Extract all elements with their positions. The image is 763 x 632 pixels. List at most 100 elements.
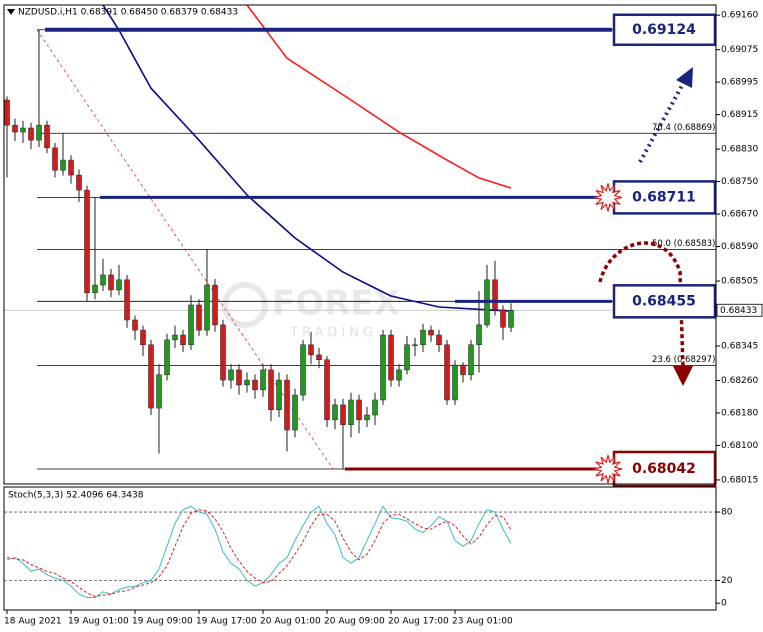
candle-body: [492, 279, 498, 311]
candle-body: [444, 344, 450, 401]
candle-body: [284, 379, 290, 431]
candle-body: [508, 310, 514, 328]
candle-body: [164, 339, 170, 376]
candle-body: [172, 334, 178, 341]
x-tick-label: 20 Aug 01:00: [260, 617, 321, 627]
y-tick-label: 0.68590: [721, 242, 758, 252]
candle-body: [84, 189, 90, 294]
candle-body: [412, 344, 418, 347]
x-tick-label: 19 Aug 01:00: [68, 617, 129, 627]
fib-label: 76.4 (0.68869): [652, 123, 715, 133]
candle-body: [316, 354, 322, 361]
candle-body: [268, 369, 274, 410]
candle-body: [244, 379, 250, 386]
y-tick-label: 0.68100: [721, 441, 758, 451]
candle-body: [180, 334, 186, 346]
candle-body: [460, 364, 466, 376]
stoch-title: Stoch(5,3,3) 52.4096 64.3438: [8, 491, 144, 501]
candle-body: [132, 319, 138, 331]
candle-body: [308, 344, 314, 356]
level-box: [612, 13, 717, 47]
stoch-line: [6, 509, 512, 597]
candle-body: [100, 274, 106, 286]
level-label: 0.68711: [632, 189, 696, 205]
front-layer: 0.69160 0.69075 0.68995 0.68915 0.68830 0.687…: [4, 11, 763, 627]
watermark: FOREX: [272, 284, 400, 324]
y-tick-label: 80: [721, 508, 733, 518]
candle-body: [4, 99, 10, 126]
candle-body: [276, 379, 282, 410]
fib-label: 50.0 (0.68583): [652, 239, 715, 249]
stoch-line: [6, 505, 512, 598]
candle-body: [92, 284, 98, 294]
arrow-head: [673, 366, 693, 386]
x-tick-label: 20 Aug 17:00: [388, 617, 449, 627]
candle-body: [396, 369, 402, 381]
candle-body: [12, 124, 18, 133]
level-box: [612, 284, 717, 319]
candle-body: [124, 279, 130, 321]
y-tick-label: 0.68915: [721, 110, 758, 120]
y-tick-label: 0.68505: [721, 277, 758, 287]
fib-label: 23.6 (0.68297): [652, 355, 715, 365]
candle-body: [372, 399, 378, 416]
back-layer: FOREX TRADING 76.4 (0.68869) 50.0 (0.68583)…: [4, 29, 716, 470]
candle-body: [28, 127, 34, 141]
x-tick-label: 19 Aug 17:00: [196, 617, 257, 627]
y-tick-label: 0.68345: [721, 341, 758, 351]
candle-body: [348, 399, 354, 425]
y-tick-label: 0.68670: [721, 210, 758, 220]
fib-trend: [36, 29, 334, 470]
y-tick-label: 0.68015: [721, 475, 758, 485]
starburst: [593, 183, 623, 212]
stoch-pane-border: [3, 486, 717, 611]
candle-body: [68, 159, 74, 176]
arrow-down: [598, 241, 685, 369]
level-label: 0.68042: [632, 461, 696, 477]
candle-body: [140, 329, 146, 346]
candle-body: [380, 334, 386, 401]
candle-body: [388, 334, 394, 381]
y-tick-label: 0.68260: [721, 376, 758, 386]
x-tick-label: 23 Aug 01:00: [452, 617, 513, 627]
candle-body: [60, 159, 66, 171]
main-pane-border: [3, 4, 717, 485]
candle-body: [52, 147, 58, 171]
candle-body: [364, 414, 370, 421]
candle-body: [332, 404, 338, 421]
candle-body: [420, 329, 426, 346]
watermark: TRADING: [289, 326, 377, 341]
current-price-label: 0.68433: [720, 306, 757, 316]
candle-body: [324, 359, 330, 421]
main-layer: [4, 4, 716, 598]
candle-body: [204, 284, 210, 331]
candle-body: [212, 284, 218, 326]
y-tick-label: 20: [721, 576, 733, 586]
watermark-logo: [222, 282, 268, 328]
level-box: [612, 180, 717, 215]
candle-body: [236, 369, 242, 386]
candle-body: [196, 304, 202, 331]
candle-body: [436, 334, 442, 346]
candle-body: [468, 344, 474, 376]
candle-body: [428, 329, 434, 336]
candle-body: [292, 394, 298, 431]
candle-body: [36, 124, 42, 141]
y-tick-label: 0.68750: [721, 177, 758, 187]
candle-body: [404, 344, 410, 371]
x-tick-label: 18 Aug 2021: [4, 617, 62, 627]
y-tick-label: 0.69160: [721, 11, 758, 21]
y-tick-label: 0.68995: [721, 78, 758, 88]
candle-body: [156, 374, 162, 409]
candle-body: [476, 324, 482, 346]
candle-body: [116, 279, 122, 291]
candle-body: [148, 344, 154, 409]
current-price-box: [716, 303, 763, 317]
arrow-head: [676, 67, 693, 88]
candle-body: [500, 309, 506, 328]
candle-body: [76, 174, 82, 191]
level-label: 0.69124: [632, 22, 696, 38]
x-tick-label: 20 Aug 09:00: [324, 617, 385, 627]
title-icon: [7, 9, 15, 15]
